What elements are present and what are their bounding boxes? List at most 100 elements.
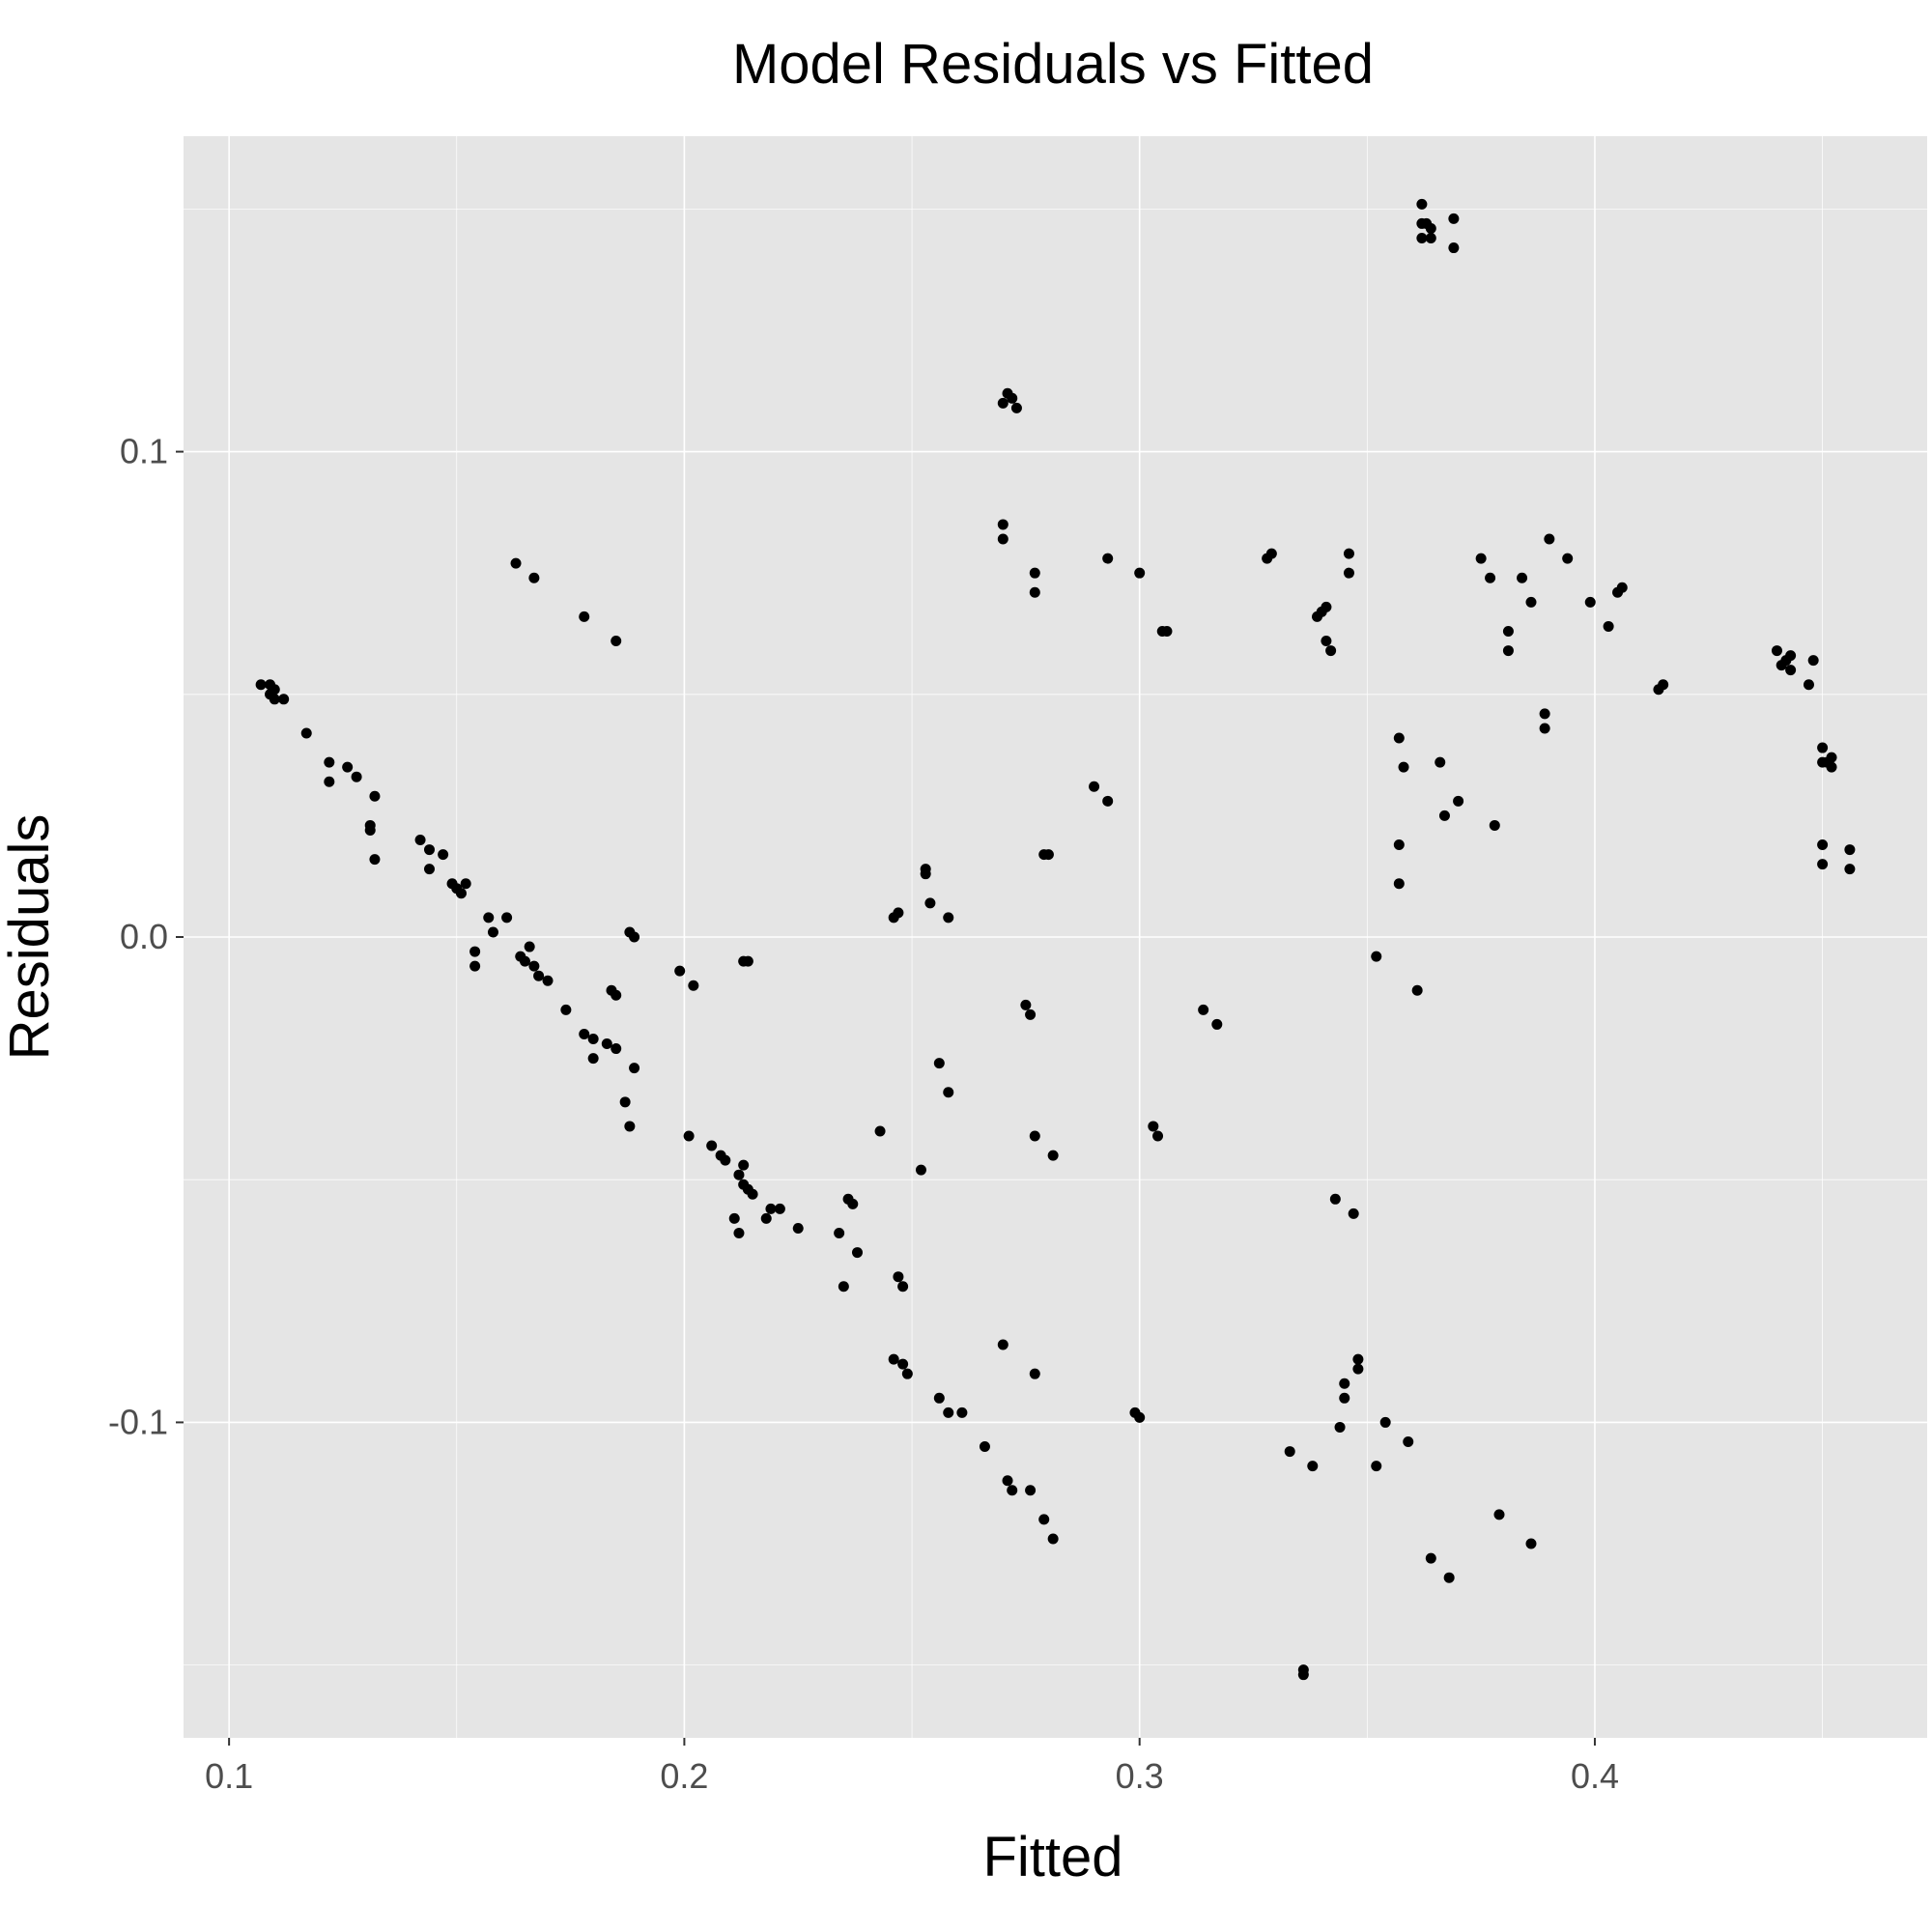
data-point (414, 835, 426, 846)
data-point (1010, 402, 1022, 413)
data-point (351, 771, 362, 782)
data-point (915, 1164, 926, 1176)
data-point (1047, 1533, 1059, 1545)
data-point (943, 1406, 954, 1418)
data-point (888, 1353, 899, 1365)
data-point (542, 975, 554, 986)
y-tick-label: 0.1 (120, 432, 168, 471)
data-point (1334, 1421, 1346, 1433)
data-point (1002, 1475, 1013, 1487)
data-point (1339, 1378, 1350, 1389)
data-point (674, 965, 686, 977)
data-point (1411, 984, 1423, 996)
data-point (688, 980, 699, 991)
data-point (1398, 761, 1409, 773)
data-point (528, 572, 540, 583)
data-point (1562, 553, 1574, 564)
data-point (1448, 242, 1460, 254)
data-point (1826, 752, 1837, 763)
data-point (997, 1339, 1009, 1350)
data-point (1321, 636, 1332, 647)
data-point (1371, 951, 1382, 962)
x-tick-label: 0.2 (660, 1756, 708, 1796)
data-point (1042, 849, 1054, 861)
data-point (893, 907, 904, 919)
data-point (487, 926, 498, 938)
data-point (1029, 1130, 1040, 1142)
data-point (1325, 645, 1337, 657)
data-point (369, 790, 381, 802)
data-point (1329, 1193, 1341, 1205)
data-point (342, 761, 354, 773)
data-point (897, 1358, 909, 1370)
data-point (483, 912, 495, 923)
data-point (738, 1159, 750, 1171)
data-point (1844, 844, 1856, 856)
data-point (851, 1247, 863, 1259)
data-point (1029, 1368, 1040, 1379)
data-point (1343, 548, 1354, 559)
data-point (369, 854, 381, 866)
data-point (501, 912, 513, 923)
data-point (587, 1034, 599, 1045)
x-tick-label: 0.1 (205, 1756, 253, 1796)
data-point (956, 1406, 968, 1418)
data-point (524, 941, 535, 952)
data-point (269, 694, 280, 705)
data-point (979, 1441, 990, 1453)
data-point (629, 1063, 640, 1074)
data-point (579, 1028, 590, 1039)
y-tick-label: -0.1 (108, 1402, 168, 1441)
data-point (1584, 596, 1596, 608)
data-point (1348, 1208, 1359, 1219)
data-point (1047, 1150, 1059, 1161)
data-point (792, 1222, 804, 1234)
data-point (728, 1212, 740, 1224)
data-point (455, 888, 467, 899)
data-point (838, 1281, 849, 1293)
data-point (920, 868, 931, 880)
data-point (742, 955, 753, 967)
data-point (1485, 572, 1496, 583)
data-point (733, 1169, 745, 1180)
data-point (1416, 233, 1428, 244)
data-point (1489, 819, 1500, 831)
data-point (1826, 761, 1837, 773)
data-point (1038, 1514, 1050, 1525)
data-point (1803, 679, 1814, 691)
data-point (1517, 572, 1528, 583)
x-axis-ticks: 0.1 0.2 0.3 0.4 (205, 1738, 1619, 1796)
data-point (324, 776, 335, 787)
data-point (933, 1058, 945, 1069)
data-point (1771, 645, 1782, 657)
data-point (533, 970, 545, 981)
data-point (1502, 625, 1514, 637)
data-point (423, 864, 435, 875)
data-point (1425, 233, 1436, 244)
data-point (1416, 198, 1428, 210)
data-point (997, 397, 1009, 409)
data-point (1339, 1392, 1350, 1404)
data-point (611, 636, 622, 647)
data-point (364, 824, 376, 836)
data-point (765, 1203, 777, 1214)
data-point (300, 727, 312, 739)
data-point (1403, 1436, 1414, 1448)
data-point (601, 1038, 612, 1050)
data-point (1425, 222, 1436, 234)
data-point (1443, 1572, 1455, 1583)
data-point (611, 1043, 622, 1055)
data-point (834, 1227, 845, 1238)
data-point (255, 679, 267, 691)
data-point (1029, 567, 1040, 579)
data-point (324, 756, 335, 768)
data-point (1539, 708, 1550, 720)
data-point (893, 1271, 904, 1283)
data-point (1211, 1018, 1223, 1030)
data-point (1817, 742, 1829, 753)
data-point (519, 955, 530, 967)
data-point (1352, 1353, 1364, 1365)
data-point (1152, 1130, 1164, 1142)
data-point (943, 912, 954, 923)
